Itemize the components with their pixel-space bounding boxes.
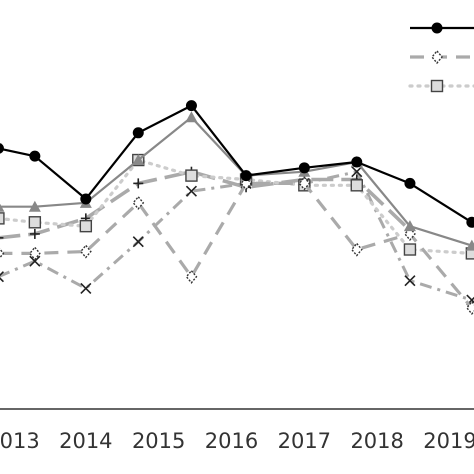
series-3-point-2 xyxy=(79,219,93,233)
series-0-point-6 xyxy=(298,162,310,174)
series-5-point-3 xyxy=(132,236,144,248)
x-tick-label-2019: 2019 xyxy=(423,429,474,453)
series-0-point-3 xyxy=(132,127,144,139)
series-1-line xyxy=(0,116,473,247)
series-2-point-6 xyxy=(298,176,311,191)
series-2-line xyxy=(0,181,474,310)
series-2-point-9 xyxy=(465,300,474,315)
series-0 xyxy=(0,100,474,228)
series-2-point-4 xyxy=(185,269,198,284)
series-2-point-7 xyxy=(350,242,363,257)
series-0-point-1 xyxy=(29,150,41,162)
legend-item-1-marker xyxy=(431,49,443,65)
series-3-point-8 xyxy=(403,243,417,256)
legend-item-2 xyxy=(408,79,474,93)
legend-item-1 xyxy=(410,49,474,65)
x-tick-label-2016: 2016 xyxy=(205,429,258,453)
x-tick-label-2018: 2018 xyxy=(350,429,403,453)
series-2-point-2 xyxy=(79,244,92,259)
x-tick-label-2017: 2017 xyxy=(278,429,331,453)
series-0-point-9 xyxy=(466,216,474,228)
series-5-point-1 xyxy=(29,255,41,267)
series-0-point-8 xyxy=(404,177,416,189)
series-2-point-3 xyxy=(132,195,145,210)
series-0-point-2 xyxy=(80,193,92,205)
legend-item-0 xyxy=(410,22,474,34)
legend-item-2-marker xyxy=(430,79,444,93)
series-2-point-1 xyxy=(28,246,41,261)
series-0-point-5 xyxy=(240,170,252,182)
series-5-point-0 xyxy=(0,271,4,283)
legend xyxy=(408,22,474,93)
x-tick-label-2014: 2014 xyxy=(59,429,112,453)
series-3 xyxy=(0,153,474,260)
series-5-point-8 xyxy=(404,275,416,287)
series-2 xyxy=(0,176,474,315)
series-4-point-0 xyxy=(0,237,4,239)
series-0-point-7 xyxy=(351,156,363,168)
series-5-point-4 xyxy=(185,185,198,197)
series-3-point-0 xyxy=(0,212,5,225)
series-4-point-1 xyxy=(29,228,40,239)
series-3-line xyxy=(0,158,474,255)
series-0-line xyxy=(0,104,473,224)
series-3-point-4 xyxy=(185,169,198,182)
series-1-point-3 xyxy=(132,154,145,166)
x-tick-label-2013: 2013 xyxy=(0,429,40,453)
series-3-point-1 xyxy=(28,216,42,229)
series-0-point-0 xyxy=(0,143,4,154)
series-3-point-7 xyxy=(350,179,363,192)
series-1-point-9 xyxy=(465,239,474,251)
series-1-point-0 xyxy=(0,203,5,212)
series-0-point-4 xyxy=(185,100,197,112)
legend-item-0-marker xyxy=(431,22,443,34)
x-tick-label-2015: 2015 xyxy=(132,429,185,453)
series-layer xyxy=(0,100,474,315)
series-1-point-4 xyxy=(185,111,198,123)
series-5-point-7 xyxy=(351,166,363,178)
series-5-point-2 xyxy=(80,282,92,294)
series-5-line xyxy=(0,170,473,302)
series-1-point-8 xyxy=(403,220,416,232)
series-1-point-1 xyxy=(28,200,41,212)
series-2-point-0 xyxy=(0,248,5,259)
x-tick-layer: 2013 2014 2015 2016 2017 2018 2019 xyxy=(0,429,474,453)
series-4-point-3 xyxy=(133,178,144,189)
